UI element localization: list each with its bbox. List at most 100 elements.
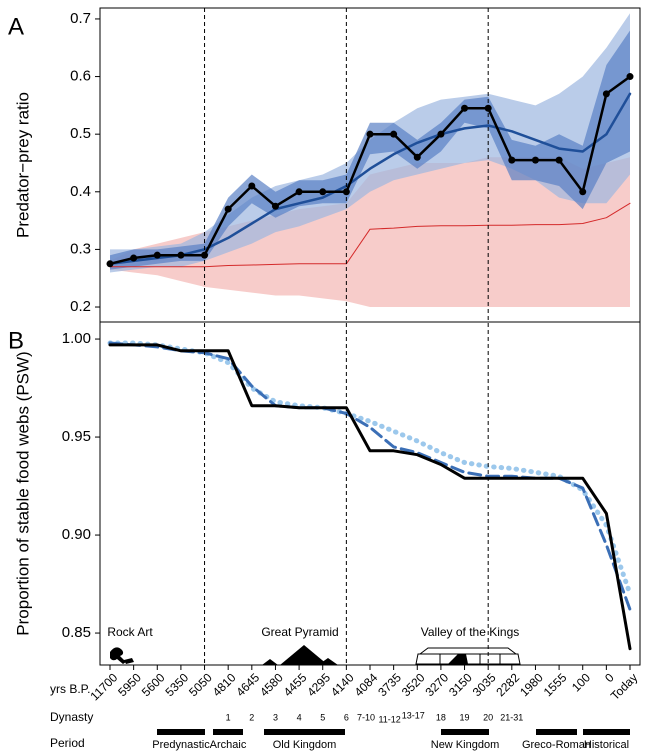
y-axis-title: Proportion of stable food webs (PSW) xyxy=(13,351,32,635)
data-point xyxy=(366,130,374,138)
y-tick-label: 0.6 xyxy=(70,68,91,85)
x-tick-label: 100 xyxy=(569,670,593,694)
dynasty-label: 21-31 xyxy=(500,712,523,722)
panel-label: A xyxy=(8,13,24,40)
confidence-band xyxy=(110,30,630,270)
period-label: New Kingdom xyxy=(431,739,499,751)
data-point xyxy=(271,202,279,210)
temple-door xyxy=(448,654,468,664)
plot-area xyxy=(107,340,633,651)
dynasty-label: 11-12 xyxy=(378,714,400,724)
x-tick-label: 4645 xyxy=(233,670,262,699)
x-tick-label: 1555 xyxy=(541,670,570,699)
x-tick-label: 2282 xyxy=(493,670,522,699)
x-tick-label: 5050 xyxy=(186,670,215,699)
x-tick-label: 4084 xyxy=(352,670,381,699)
x-tick-label: 3520 xyxy=(399,670,428,699)
x-tick-label: 3150 xyxy=(446,670,475,699)
temple-detail xyxy=(419,647,517,664)
x-tick-label: 5950 xyxy=(115,670,144,699)
y-tick-label: 0.2 xyxy=(70,298,91,315)
data-point xyxy=(130,254,138,262)
period-bar xyxy=(157,729,205,735)
x-tick-label: 3035 xyxy=(470,670,499,699)
x-tick-label: 1980 xyxy=(517,670,546,699)
period-bar xyxy=(213,729,243,735)
data-point xyxy=(413,153,421,161)
period-bar xyxy=(441,729,489,735)
dynasty-label: 13-17 xyxy=(402,710,425,720)
data-point xyxy=(579,188,587,196)
series-line xyxy=(108,92,632,266)
data-point xyxy=(508,156,516,164)
x-tick-label: Today xyxy=(608,670,641,703)
y-tick-label: 0.7 xyxy=(70,10,91,27)
dynasty-label: 7-10 xyxy=(357,712,375,722)
dynasty-label: 3 xyxy=(273,712,278,722)
series-line xyxy=(108,343,632,651)
data-point xyxy=(106,260,114,268)
row-label: Period xyxy=(50,736,85,750)
x-tick-label: 4580 xyxy=(257,670,286,699)
y-tick-label: 0.90 xyxy=(62,526,91,543)
data-point xyxy=(555,156,563,164)
x-tick-label: 4140 xyxy=(328,670,357,699)
y-axis-title: Predator−prey ratio xyxy=(13,92,32,238)
y-tick-label: 0.4 xyxy=(70,183,91,200)
x-tick-label: 11700 xyxy=(87,670,120,703)
dynasty-label: 20 xyxy=(483,712,493,722)
period-label: Predynastic xyxy=(152,739,210,751)
data-point xyxy=(437,130,445,138)
x-axis-title: yrs B.P. xyxy=(50,682,90,696)
row-label: Dynasty xyxy=(50,710,93,724)
dynasty-label: 2 xyxy=(249,712,254,722)
pyramid-icon xyxy=(262,645,338,665)
period-label: Greco-Roman xyxy=(522,739,591,751)
data-point xyxy=(602,90,610,98)
series-line xyxy=(109,202,631,268)
data-point xyxy=(531,156,539,164)
panel-label: B xyxy=(8,327,24,354)
period-label: Old Kingdom xyxy=(273,739,337,751)
data-point xyxy=(390,130,398,138)
x-tick-label: 3735 xyxy=(375,670,404,699)
period-label: Historical xyxy=(584,739,629,751)
data-point xyxy=(461,104,469,112)
annotation: Valley of the Kings xyxy=(421,625,520,639)
x-tick-label: 5350 xyxy=(162,670,191,699)
x-tick-label: 4810 xyxy=(210,670,239,699)
series-line xyxy=(107,340,633,597)
confidence-band xyxy=(110,157,630,307)
period-bar xyxy=(583,729,630,735)
data-point xyxy=(224,205,232,213)
y-tick-label: 0.5 xyxy=(70,125,91,142)
annotation: Great Pyramid xyxy=(261,625,338,639)
data-point xyxy=(248,182,256,190)
y-tick-label: 1.00 xyxy=(62,330,91,347)
data-point xyxy=(295,188,303,196)
data-point xyxy=(626,73,634,81)
dynasty-label: 5 xyxy=(320,712,325,722)
data-point xyxy=(319,188,327,196)
period-bar xyxy=(264,729,345,735)
period-bar xyxy=(536,729,577,735)
x-tick-label: 0 xyxy=(602,670,617,685)
y-tick-label: 0.95 xyxy=(62,428,91,445)
rock-art-icon xyxy=(110,647,134,664)
dynasty-label: 18 xyxy=(436,712,446,722)
data-point xyxy=(177,251,185,259)
x-tick-label: 4295 xyxy=(304,670,333,699)
dynasty-label: 19 xyxy=(460,712,470,722)
data-point xyxy=(153,251,161,259)
x-tick-label: 3270 xyxy=(422,670,451,699)
dynasty-label: 1 xyxy=(226,712,231,722)
x-tick-label: 4455 xyxy=(281,670,310,699)
annotation: Rock Art xyxy=(107,625,153,639)
y-tick-label: 0.85 xyxy=(62,624,91,641)
y-tick-label: 0.3 xyxy=(70,240,91,257)
dynasty-label: 4 xyxy=(297,712,302,722)
x-tick-label: 5600 xyxy=(139,670,168,699)
temple-icon xyxy=(415,653,521,665)
period-label: Archaic xyxy=(210,739,247,751)
